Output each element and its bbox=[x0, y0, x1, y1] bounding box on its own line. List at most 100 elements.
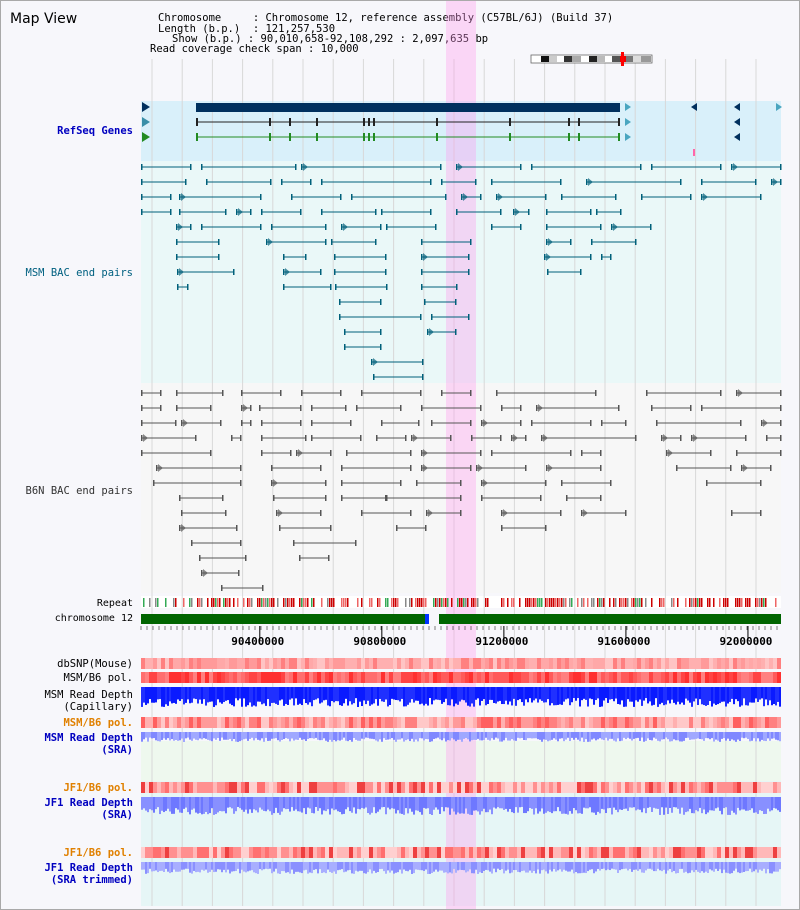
b6n-bac-pair-end bbox=[262, 585, 264, 591]
jf1-depth-trim-bar bbox=[713, 862, 715, 872]
jf1-depth-trim-bar bbox=[503, 862, 505, 874]
msm-depth-capillary-bar bbox=[433, 687, 435, 701]
jf1-pol-cell bbox=[265, 782, 269, 793]
jf1-pol-cell bbox=[309, 847, 313, 858]
jf1-depth-trim-bar bbox=[643, 862, 645, 873]
msm-bac-pair-end bbox=[380, 329, 382, 335]
jf1-depth-sra-bar bbox=[471, 797, 473, 815]
msm-pol-cell bbox=[321, 672, 325, 683]
jf1-pol-cell bbox=[353, 847, 357, 858]
msm-depth-sra-bar bbox=[691, 732, 693, 740]
msm-pol-cell bbox=[757, 672, 761, 683]
msm-pol-cell bbox=[509, 717, 513, 728]
jf1-pol-cell bbox=[333, 847, 337, 858]
jf1-pol-cell bbox=[461, 782, 465, 793]
msm-depth-capillary-bar bbox=[635, 687, 637, 701]
jf1-depth-trim-bar bbox=[541, 862, 543, 871]
jf1-depth-sra-bar bbox=[715, 797, 717, 809]
msm-depth-capillary-bar bbox=[521, 687, 523, 703]
msm-pol-cell bbox=[357, 672, 361, 683]
jf1-depth-sra-bar bbox=[725, 797, 727, 808]
dbsnp-cell bbox=[553, 658, 557, 669]
jf1-pol-cell bbox=[485, 782, 489, 793]
msm-depth-sra-bar bbox=[271, 732, 273, 739]
jf1-depth-trim-bar bbox=[751, 862, 753, 873]
b6n-bac-pair-end bbox=[780, 435, 782, 441]
jf1-depth-sra-bar bbox=[459, 797, 461, 814]
b6n-bac-pair-end bbox=[220, 420, 222, 426]
b6n-bac-pair-end bbox=[160, 405, 162, 411]
refseq-exon bbox=[568, 118, 570, 126]
msm-bac-pair-end bbox=[375, 209, 377, 215]
msm-depth-capillary-bar bbox=[623, 687, 625, 707]
msm-pol-cell bbox=[749, 672, 753, 683]
jf1-depth-trim-bar bbox=[547, 862, 549, 874]
b6n-bac-pair-end bbox=[376, 435, 378, 441]
jf1-pol-cell bbox=[245, 847, 249, 858]
jf1-pol-cell bbox=[753, 847, 757, 858]
repeat-element bbox=[533, 598, 535, 607]
jf1-pol-cell bbox=[233, 782, 237, 793]
msm-depth-sra-bar bbox=[501, 732, 503, 742]
msm-bac-pair-end bbox=[371, 359, 373, 365]
msm-bac-pair-end bbox=[601, 254, 603, 260]
track-label-msm-depth-sra: MSM Read Depth (SRA) bbox=[44, 732, 133, 756]
dbsnp-cell bbox=[377, 658, 381, 669]
msm-pol-cell bbox=[561, 672, 565, 683]
msm-depth-sra-bar bbox=[333, 732, 335, 741]
jf1-depth-trim-bar bbox=[409, 862, 411, 870]
track-label-b6n-bac[interactable]: B6N BAC end pairs bbox=[25, 485, 133, 497]
repeat-element bbox=[581, 598, 583, 607]
msm-pol-cell bbox=[225, 672, 229, 683]
jf1-depth-sra-bar bbox=[583, 797, 585, 808]
msm-pol-cell bbox=[201, 717, 205, 728]
msm-depth-sra-bar bbox=[579, 732, 581, 742]
msm-pol-cell bbox=[149, 717, 153, 728]
jf1-depth-trim-bar bbox=[165, 862, 167, 869]
jf1-pol-cell bbox=[281, 847, 285, 858]
b6n-bac-pair-end bbox=[418, 420, 420, 426]
dbsnp-cell bbox=[545, 658, 549, 669]
msm-pol-cell bbox=[709, 717, 713, 728]
refseq-exon bbox=[363, 133, 365, 141]
jf1-depth-sra-bar bbox=[683, 797, 685, 815]
msm-depth-sra-bar bbox=[257, 732, 259, 740]
msm-pol-cell bbox=[533, 672, 537, 683]
msm-bac-pair-end bbox=[480, 194, 482, 200]
msm-depth-sra-bar bbox=[435, 732, 437, 739]
jf1-pol-cell bbox=[769, 782, 773, 793]
repeat-element bbox=[175, 598, 177, 607]
jf1-depth-trim-bar bbox=[391, 862, 393, 871]
dbsnp-cell bbox=[709, 658, 713, 669]
jf1-depth-trim-bar bbox=[601, 862, 603, 869]
jf1-depth-sra-bar bbox=[297, 797, 299, 812]
msm-depth-capillary-bar bbox=[267, 687, 269, 700]
msm-bac-pair-arrow bbox=[458, 163, 463, 171]
jf1-depth-trim-bar bbox=[455, 862, 457, 873]
msm-depth-capillary-bar bbox=[615, 687, 617, 699]
track-label-refseq-genes[interactable]: RefSeq Genes bbox=[57, 125, 133, 137]
jf1-depth-sra-bar bbox=[179, 797, 181, 813]
jf1-depth-sra-bar bbox=[569, 797, 571, 812]
jf1-depth-sra-bar bbox=[201, 797, 203, 815]
info-chromosome-key: Chromosome bbox=[158, 12, 222, 24]
jf1-pol-cell bbox=[601, 782, 605, 793]
jf1-depth-sra-bar bbox=[605, 797, 607, 814]
dbsnp-cell bbox=[297, 658, 301, 669]
jf1-depth-sra-bar bbox=[705, 797, 707, 815]
jf1-pol-cell bbox=[721, 782, 725, 793]
dbsnp-cell bbox=[441, 658, 445, 669]
msm-depth-sra-bar bbox=[199, 732, 201, 739]
dbsnp-cell bbox=[225, 658, 229, 669]
b6n-bac-pair-end bbox=[328, 555, 330, 561]
msm-depth-sra-bar bbox=[397, 732, 399, 740]
jf1-depth-sra-bar bbox=[731, 797, 733, 811]
jf1-depth-trim-bar bbox=[185, 862, 187, 869]
jf1-pol-cell bbox=[149, 847, 153, 858]
repeat-element bbox=[213, 598, 215, 607]
msm-bac-pair-end bbox=[755, 179, 757, 185]
jf1-depth-sra-bar bbox=[667, 797, 669, 814]
track-label-msm-bac[interactable]: MSM BAC end pairs bbox=[25, 267, 133, 279]
msm-depth-capillary-bar bbox=[775, 687, 777, 706]
